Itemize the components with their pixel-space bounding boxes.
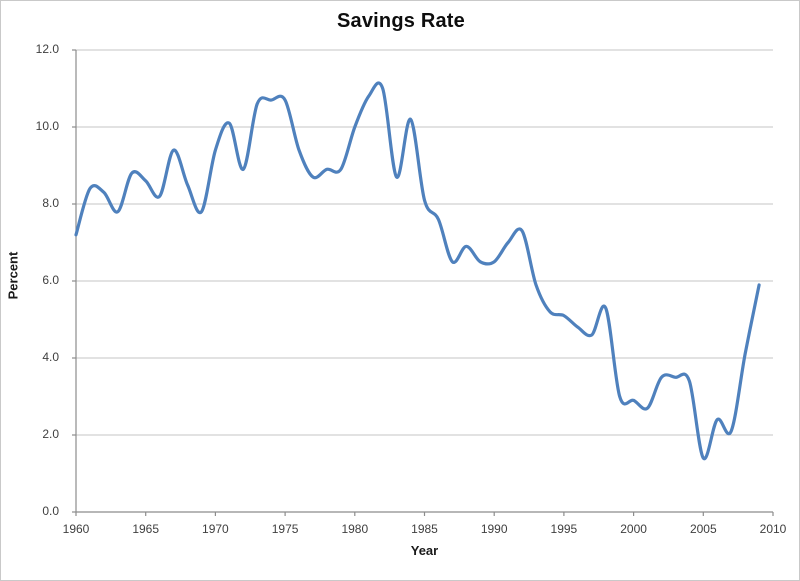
x-tick-label: 1990 [480,522,508,536]
x-tick-label: 1985 [411,522,438,536]
y-tick-label: 4.0 [42,350,59,364]
data-line-savings-rate [74,81,761,461]
y-tick-label: 12.0 [35,42,59,56]
x-tick-label: 1970 [202,522,229,536]
y-tick-label: 2.0 [42,427,59,441]
x-tick-label: 2005 [689,522,717,536]
chart-title: Savings Rate [336,10,465,32]
x-tick-label: 2010 [759,522,787,536]
x-tick-label: 1995 [550,522,578,536]
x-tick-label: 1975 [271,522,299,536]
y-tick-label: 6.0 [42,273,59,287]
x-tick-label: 1980 [341,522,369,536]
y-tick-label: 8.0 [42,196,59,210]
x-tick-label: 1960 [62,522,90,536]
y-tick-label: 0.0 [42,504,59,518]
x-tick-label: 2000 [620,522,647,536]
x-tick-label: 1965 [132,522,160,536]
y-tick-label: 10.0 [35,119,59,133]
x-axis-title: Year [410,543,439,558]
